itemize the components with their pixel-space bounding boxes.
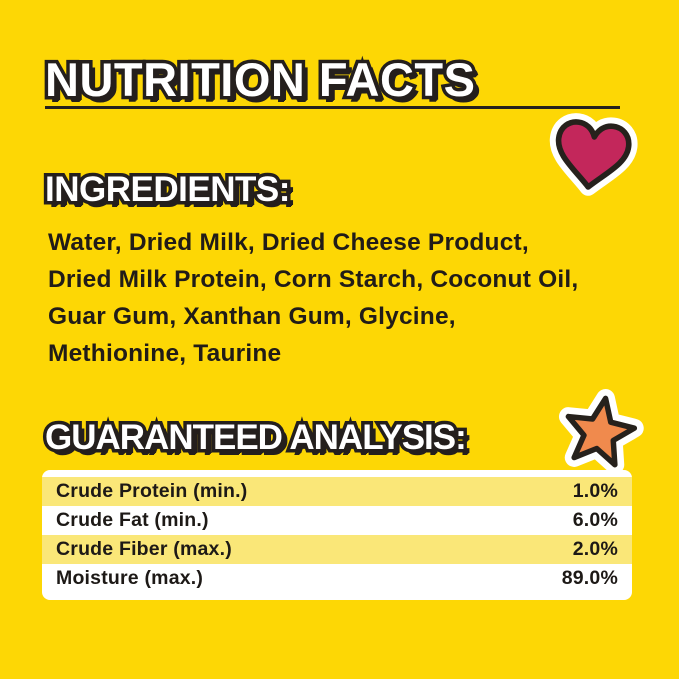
ingredients-line: Methionine, Taurine	[48, 340, 282, 367]
page-title: NUTRITION FACTS	[41, 50, 478, 110]
ingredients-line: Water, Dried Milk, Dried Cheese Product,	[48, 229, 529, 256]
row-label: Moisture (max.)	[56, 567, 204, 589]
ingredients-heading: INGREDIENTS:	[42, 167, 294, 213]
ingredients-line: Dried Milk Protein, Corn Starch, Coconut…	[48, 266, 579, 293]
guaranteed-analysis-table: Crude Protein (min.) 1.0% Crude Fat (min…	[42, 470, 632, 600]
guaranteed-analysis-heading: GUARANTEED ANALYSIS:	[42, 415, 471, 461]
ingredients-line: Guar Gum, Xanthan Gum, Glycine,	[48, 303, 456, 330]
row-label: Crude Protein (min.)	[56, 480, 248, 502]
row-value: 1.0%	[572, 480, 618, 502]
row-value: 6.0%	[572, 509, 618, 531]
table-row: Crude Fiber (max.) 2.0%	[42, 535, 632, 564]
row-label: Crude Fat (min.)	[56, 509, 209, 531]
ingredients-text: Water, Dried Milk, Dried Cheese Product,…	[48, 224, 578, 372]
row-value: 89.0%	[561, 567, 618, 589]
heart-icon	[547, 111, 638, 200]
row-label: Crude Fiber (max.)	[56, 538, 232, 560]
row-value: 2.0%	[572, 538, 618, 560]
star-icon	[552, 387, 647, 475]
table-row: Moisture (max.) 89.0%	[42, 564, 632, 593]
table-row: Crude Protein (min.) 1.0%	[42, 477, 632, 506]
title-divider	[45, 106, 620, 109]
table-row: Crude Fat (min.) 6.0%	[42, 506, 632, 535]
